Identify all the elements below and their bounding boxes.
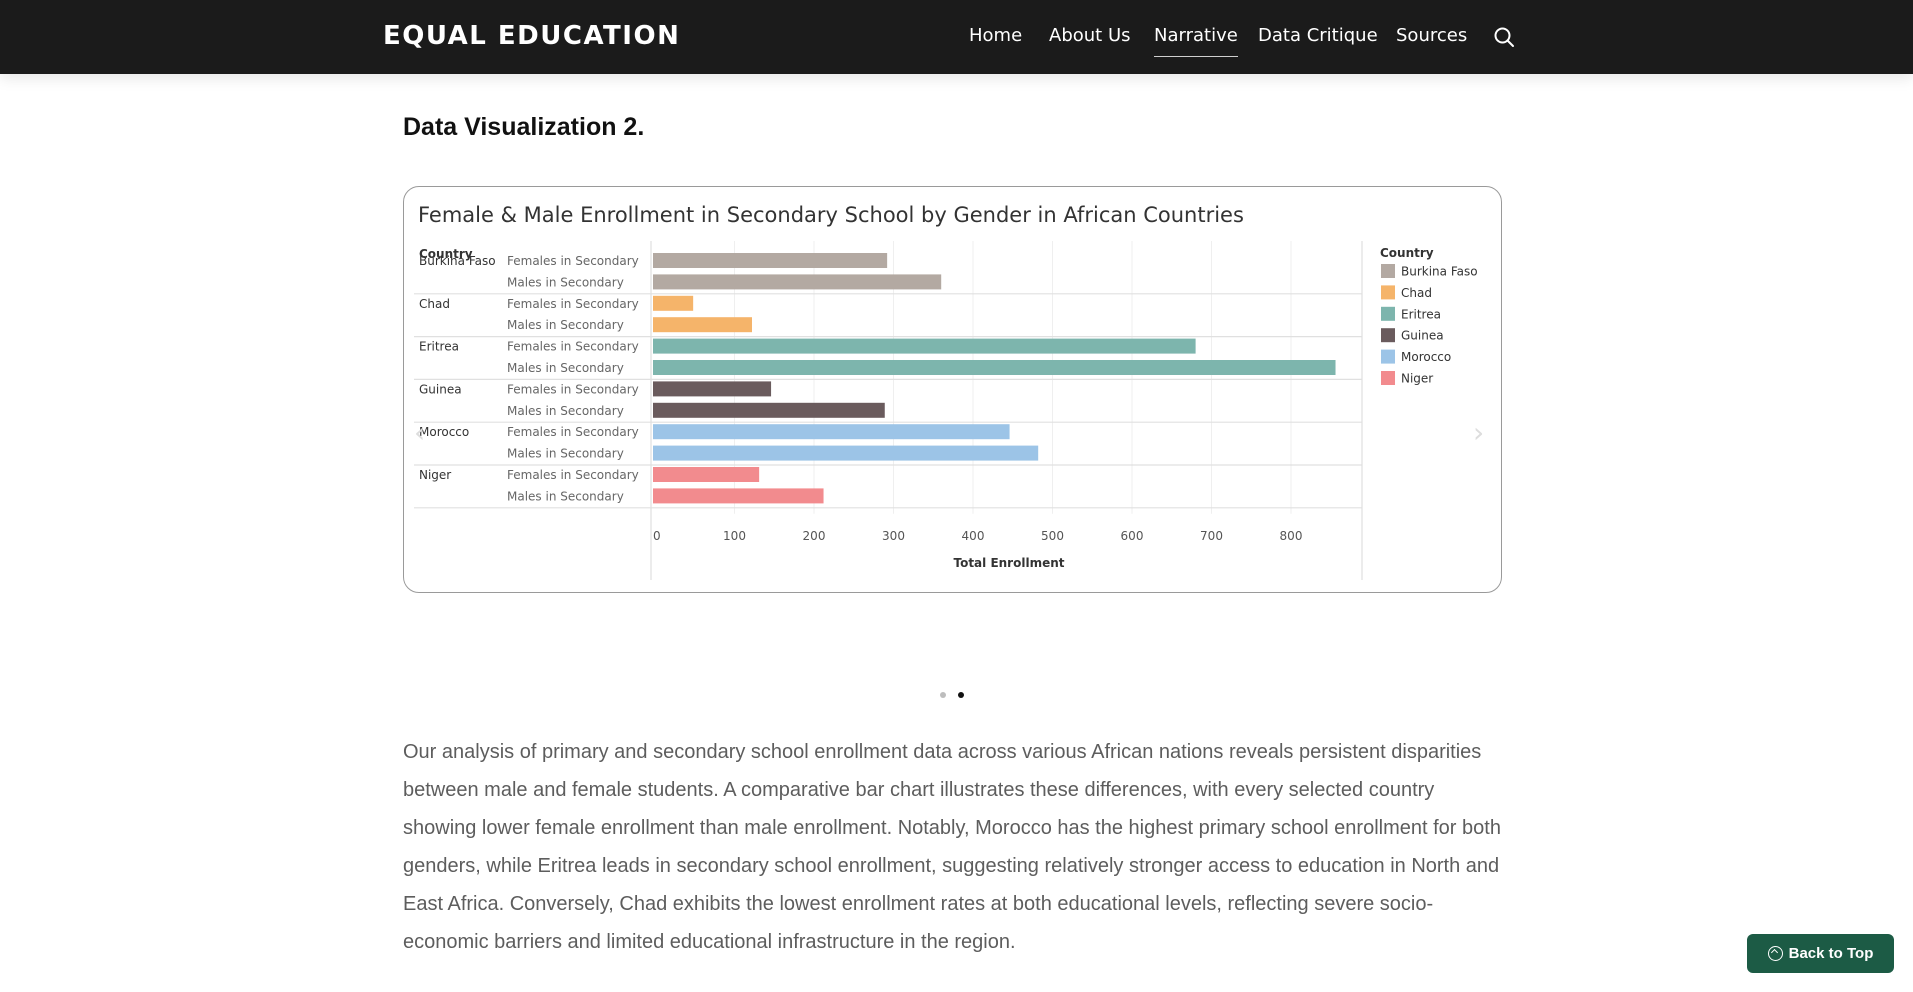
bar-category-label: Males in Secondary <box>507 447 624 461</box>
legend-label: Chad <box>1401 286 1432 300</box>
country-label: Niger <box>419 468 451 482</box>
legend-label: Morocco <box>1401 350 1451 364</box>
country-label: Chad <box>419 297 450 311</box>
back-to-top-label: Back to Top <box>1788 945 1874 962</box>
bar-category-label: Females in Secondary <box>507 340 639 354</box>
analysis-paragraph: Our analysis of primary and secondary sc… <box>403 741 1501 953</box>
nav-sources[interactable]: Sources <box>1396 25 1468 46</box>
bar <box>653 424 1010 440</box>
legend-swatch <box>1381 306 1395 321</box>
main-nav: Home About Us Narrative Data Critique So… <box>0 0 1913 74</box>
carousel-indicators <box>940 692 970 702</box>
bar-category-label: Males in Secondary <box>507 318 624 332</box>
bar-category-label: Males in Secondary <box>507 489 624 503</box>
row-header-label: Country <box>419 247 473 261</box>
x-tick-label: 400 <box>962 529 985 543</box>
x-tick-label: 500 <box>1041 529 1064 543</box>
legend-label: Niger <box>1401 372 1433 386</box>
bar-category-label: Females in Secondary <box>507 254 639 268</box>
chart-title: Female & Male Enrollment in Secondary Sc… <box>418 203 1244 227</box>
bar <box>653 488 824 504</box>
bar <box>653 295 694 311</box>
bar-category-label: Females in Secondary <box>507 425 639 439</box>
carousel-dot-1[interactable] <box>940 692 946 698</box>
legend-label: Eritrea <box>1401 307 1441 321</box>
bar <box>653 274 942 290</box>
bar <box>653 317 752 333</box>
nav-narrative[interactable]: Narrative <box>1154 25 1238 57</box>
legend-swatch <box>1381 349 1395 364</box>
country-label: Burkina Faso <box>419 254 496 268</box>
chevron-left-icon[interactable]: ‹ <box>414 416 426 449</box>
x-tick-label: 300 <box>882 529 905 543</box>
legend-swatch <box>1381 285 1395 300</box>
nav-about-us[interactable]: About Us <box>1049 25 1131 46</box>
country-label: Morocco <box>419 425 469 439</box>
arrow-up-circle-icon <box>1767 946 1783 961</box>
nav-home[interactable]: Home <box>969 25 1023 46</box>
legend-title: Country <box>1380 246 1434 260</box>
bar <box>653 360 1336 375</box>
x-tick-label: 100 <box>723 529 746 543</box>
x-tick-label: 200 <box>803 529 826 543</box>
bar-category-label: Females in Secondary <box>507 297 639 311</box>
bar <box>653 253 888 268</box>
country-label: Eritrea <box>419 340 459 354</box>
legend-swatch <box>1381 328 1395 343</box>
bar-category-label: Males in Secondary <box>507 275 624 289</box>
x-tick-label: 600 <box>1121 529 1144 543</box>
x-axis-label: Total Enrollment <box>953 556 1064 570</box>
bar <box>653 381 772 397</box>
bar-category-label: Males in Secondary <box>507 361 624 375</box>
bar <box>653 338 1196 354</box>
bar <box>653 445 1039 461</box>
site-logo[interactable]: EQUAL EDUCATION <box>383 21 681 51</box>
site-header: EQUAL EDUCATION Home About Us Narrative … <box>0 0 1913 74</box>
search-icon[interactable] <box>1492 25 1516 49</box>
x-tick-label: 700 <box>1200 529 1223 543</box>
nav-data-critique[interactable]: Data Critique <box>1258 25 1378 46</box>
bar-category-label: Females in Secondary <box>507 382 639 396</box>
country-label: Guinea <box>419 382 462 396</box>
x-tick-label: 800 <box>1280 529 1303 543</box>
back-to-top-button[interactable]: Back to Top <box>1747 934 1894 973</box>
legend-swatch <box>1381 264 1395 278</box>
section-title: Data Visualization 2. <box>403 113 645 141</box>
bar-category-label: Females in Secondary <box>507 468 639 482</box>
legend-label: Burkina Faso <box>1401 265 1478 279</box>
legend-label: Guinea <box>1401 329 1444 343</box>
bar <box>653 467 760 482</box>
legend-swatch <box>1381 371 1395 385</box>
visualization-carousel: Female & Male Enrollment in Secondary Sc… <box>403 186 1502 593</box>
x-tick-label: 0 <box>653 529 661 543</box>
chevron-right-icon[interactable]: › <box>1473 416 1485 449</box>
carousel-dot-2[interactable] <box>958 692 964 698</box>
bar-category-label: Males in Secondary <box>507 404 624 418</box>
bar <box>653 402 885 418</box>
